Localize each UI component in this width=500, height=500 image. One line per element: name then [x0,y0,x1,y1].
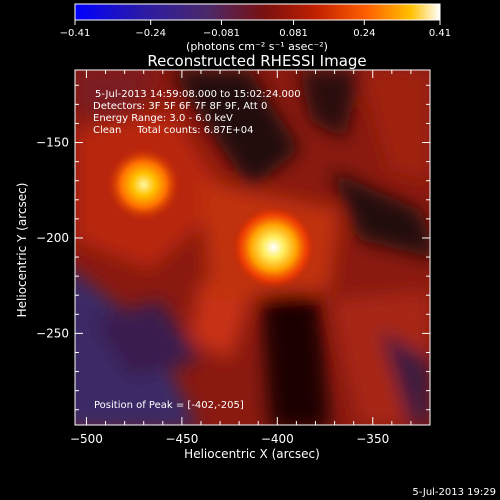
y-axis-label: Heliocentric Y (arcsec) [15,183,29,318]
y-tick-label: −200 [36,231,69,245]
y-tick-label: −150 [36,136,69,150]
colorbar-unit-label: (photons cm⁻² s⁻¹ asec⁻²) [186,40,328,53]
x-tick-label: −350 [356,432,389,446]
axes: −500 −450 −400 −350 −150 −200 −250 [36,70,431,446]
colorbar [74,3,441,21]
plot-frame [74,69,431,426]
annotation-time-range: 5-Jul-2013 14:59:08.000 to 15:02:24.000 [95,89,301,100]
colorbar-tick-label: −0.24 [135,28,166,39]
colorbar-ticks: −0.41 −0.24 −0.081 0.081 0.24 0.41 [60,20,451,39]
x-axis-label: Heliocentric X (arcsec) [184,447,320,461]
chart-title: Reconstructed RHESSI Image [147,52,366,70]
annotation-peak-position: Position of Peak = [-402,-205] [94,400,244,411]
annotation-energy-range: Energy Range: 3.0 - 6.0 keV [93,113,233,124]
colorbar-tick-label: −0.081 [203,28,240,39]
secondary-source [105,146,182,223]
footer-timestamp: 5-Jul-2013 19:29 [412,487,496,498]
x-tick-label: −450 [165,432,198,446]
annotation-total-counts: Clean Total counts: 6.87E+04 [93,125,253,136]
colorbar-tick-label: 0.41 [429,28,451,39]
y-tick-label: −250 [36,326,69,340]
heatmap-image [75,70,430,425]
colorbar-tick-label: −0.41 [60,28,91,39]
x-tick-label: −500 [70,432,103,446]
primary-source [231,205,316,290]
colorbar-tick-label: 0.081 [279,28,308,39]
x-tick-label: −400 [261,432,294,446]
annotation-detectors: Detectors: 3F 5F 6F 7F 8F 9F, Att 0 [93,101,267,112]
sources-layer [105,146,316,290]
colorbar-tick-label: 0.24 [353,28,375,39]
